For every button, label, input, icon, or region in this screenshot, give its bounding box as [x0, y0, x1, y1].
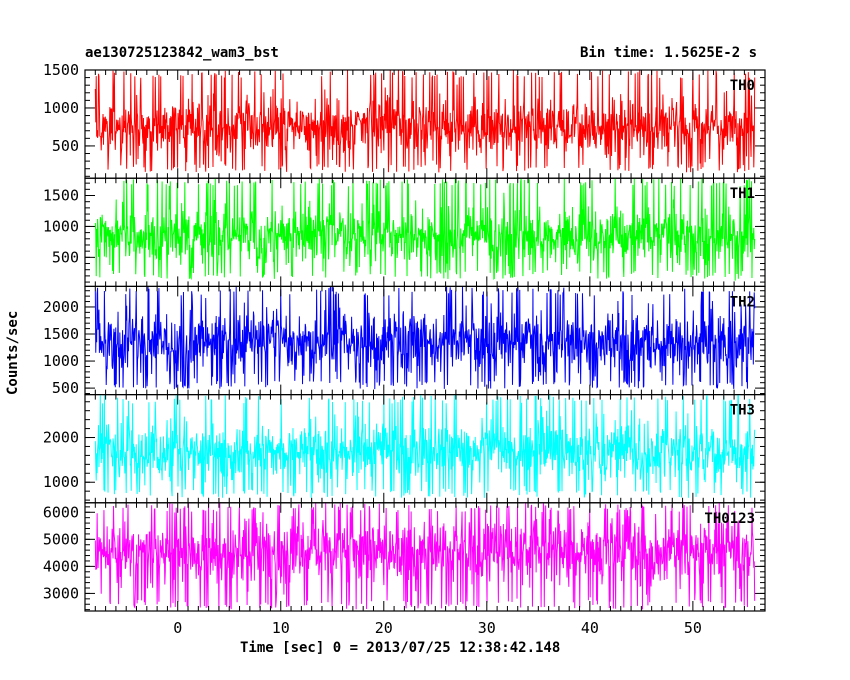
- y-tick-label: 1000: [43, 352, 79, 370]
- y-tick-label: 1500: [43, 325, 79, 343]
- x-tick-label: 50: [684, 619, 702, 637]
- x-tick-label: 30: [478, 619, 496, 637]
- bin-time-label: Bin time: 1.5625E-2 s: [580, 45, 758, 61]
- y-tick-label: 3000: [43, 584, 79, 602]
- series-th2: [94, 286, 756, 390]
- y-tick-label: 500: [52, 137, 79, 155]
- panel-label-th0123: TH0123: [704, 511, 755, 527]
- y-tick-label: 6000: [43, 503, 79, 521]
- y-tick-label: 1000: [43, 99, 79, 117]
- x-tick-label: 40: [581, 619, 599, 637]
- series-th3: [94, 394, 756, 498]
- y-tick-label: 2000: [43, 429, 79, 447]
- panel-label-th1: TH1: [730, 186, 755, 202]
- y-tick-label: 1000: [43, 473, 79, 491]
- series-th1: [94, 178, 756, 281]
- panel-label-th0: TH0: [730, 78, 755, 94]
- series-th0123: [94, 502, 756, 610]
- x-tick-label: 20: [375, 619, 393, 637]
- x-tick-label: 10: [272, 619, 290, 637]
- y-tick-label: 1000: [43, 217, 79, 235]
- y-tick-label: 500: [52, 379, 79, 397]
- y-tick-label: 2000: [43, 298, 79, 316]
- y-tick-label: 1500: [43, 61, 79, 79]
- y-tick-label: 4000: [43, 557, 79, 575]
- y-tick-label: 500: [52, 248, 79, 266]
- x-axis-label: Time [sec] 0 = 2013/07/25 12:38:42.148: [240, 640, 561, 656]
- y-tick-label: 5000: [43, 530, 79, 548]
- series-th0: [94, 70, 756, 173]
- panel-label-th3: TH3: [730, 403, 755, 419]
- panel-label-th2: TH2: [730, 294, 755, 310]
- x-tick-label: 0: [173, 619, 182, 637]
- chart-title: ae130725123842_wam3_bst: [85, 45, 279, 61]
- y-tick-label: 1500: [43, 187, 79, 205]
